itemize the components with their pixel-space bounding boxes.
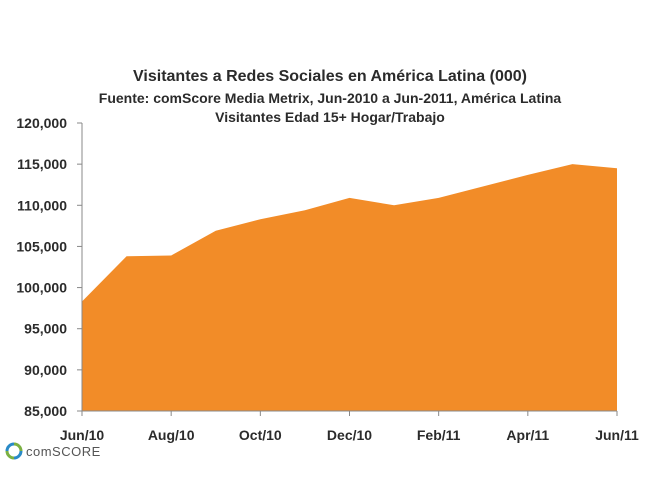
chart-title: Visitantes a Redes Sociales en América L…	[133, 68, 527, 85]
y-tick-label: 120,000	[16, 115, 67, 131]
y-tick-label: 100,000	[16, 280, 67, 296]
y-tick-label: 85,000	[24, 403, 67, 419]
y-tick-label: 115,000	[17, 156, 67, 172]
x-tick-label: Aug/10	[148, 427, 195, 443]
comscore-logo: comSCORE	[5, 442, 101, 460]
plot-area	[81, 123, 617, 412]
x-tick-label: Jun/10	[60, 427, 105, 443]
y-tick-label: 90,000	[24, 362, 67, 378]
x-tick-label: Dec/10	[327, 427, 372, 443]
chart-subtitle-source: Fuente: comScore Media Metrix, Jun-2010 …	[99, 90, 562, 106]
x-tick-label: Oct/10	[239, 427, 282, 443]
x-tick-label: Jun/11	[595, 427, 639, 443]
y-tick-label: 105,000	[16, 238, 67, 254]
x-tick-label: Apr/11	[506, 427, 549, 443]
comscore-logo-icon	[5, 442, 23, 460]
x-tick-label: Feb/11	[417, 427, 461, 443]
chart-subtitle-audience: Visitantes Edad 15+ Hogar/Trabajo	[215, 109, 445, 125]
y-tick-label: 110,000	[17, 197, 67, 213]
comscore-logo-text: comSCORE	[26, 444, 101, 459]
area-series	[82, 164, 617, 411]
y-tick-label: 95,000	[24, 321, 67, 337]
y-axis-ticks: 120,000 115,000 110,000 105,000 100,000 95,00…	[16, 115, 82, 419]
x-axis-ticks: Jun/10 Aug/10 Oct/10 Dec/10 Feb/11 Apr/11 Jun/…	[60, 411, 639, 443]
